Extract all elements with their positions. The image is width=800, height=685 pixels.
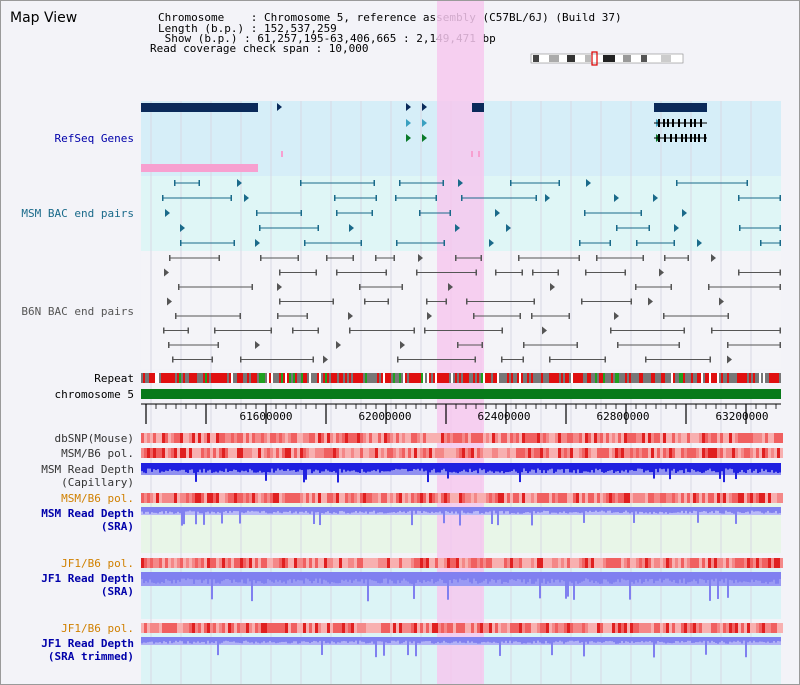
chromosome-bar[interactable] <box>141 389 781 399</box>
track-label-jf1-b6-pol-2[interactable]: JF1/B6 pol. <box>61 622 134 635</box>
axis-tick-label: 61600000 <box>240 410 293 423</box>
track-label-jf1-b6-pol-1[interactable]: JF1/B6 pol. <box>61 557 134 570</box>
axis-tick-label: 62000000 <box>359 410 412 423</box>
track-label-msm-depth-sra-line1: MSM Read Depth <box>41 507 134 520</box>
track-label-msm-depth-capillary-line2: (Capillary) <box>61 476 134 489</box>
axis-tick-label: 62400000 <box>478 410 531 423</box>
track-label-refseq[interactable]: RefSeq Genes <box>54 132 134 145</box>
selected-region-highlight[interactable] <box>437 1 484 684</box>
jf1-read-depth-sra <box>141 572 781 602</box>
track-label-jf1-depth-sra-line1: JF1 Read Depth <box>41 572 134 585</box>
track-label-msm-depth-sra-line2: (SRA) <box>100 520 134 533</box>
track-label-jf1-depth-trimmed-line1: JF1 Read Depth <box>41 637 134 650</box>
track-label-b6n-bac[interactable]: B6N BAC end pairs <box>21 305 134 318</box>
refseq-gene-models <box>141 103 707 172</box>
track-label-msm-depth-sra[interactable]: MSM Read Depth (SRA) <box>41 507 134 533</box>
msm-bac-end-pairs <box>162 179 781 247</box>
position-axis: 61600000 62000000 62400000 62800000 63200000 <box>141 403 781 424</box>
jf1-read-depth-trimmed <box>141 637 781 658</box>
track-label-jf1-depth-sra-line2: (SRA) <box>100 585 134 598</box>
jf1-b6-pol-heat-track-1 <box>141 558 783 568</box>
dbsnp-heat-track <box>141 433 783 443</box>
msm-b6-pol-heat-track-2 <box>141 493 783 503</box>
msm-read-depth-capillary <box>141 463 781 483</box>
track-label-msm-bac[interactable]: MSM BAC end pairs <box>21 207 134 220</box>
axis-tick-label: 62800000 <box>597 410 650 423</box>
track-label-msm-depth-capillary-line1: MSM Read Depth <box>41 463 134 476</box>
track-label-dbsnp[interactable]: dbSNP(Mouse) <box>54 432 134 445</box>
repeat-track <box>141 373 781 383</box>
track-label-chromosome: chromosome 5 <box>54 388 134 401</box>
b6n-bac-end-pairs <box>163 254 781 364</box>
track-label-repeat: Repeat <box>94 372 134 385</box>
track-label-jf1-depth-sra[interactable]: JF1 Read Depth (SRA) <box>41 572 134 598</box>
track-label-jf1-depth-trimmed-line2: (SRA trimmed) <box>47 650 134 663</box>
track-label-msm-b6-pol-1[interactable]: MSM/B6 pol. <box>61 447 134 460</box>
view-title: Map View <box>10 10 78 26</box>
track-label-jf1-depth-trimmed[interactable]: JF1 Read Depth (SRA trimmed) <box>41 637 134 663</box>
jf1-b6-pol-heat-track-2 <box>141 623 783 633</box>
track-label-msm-b6-pol-2[interactable]: MSM/B6 pol. <box>61 492 134 505</box>
info-coverage-span: Read coverage check span : 10,000 <box>150 42 369 55</box>
msm-b6-pol-heat-track-1 <box>141 448 783 458</box>
chromosome-ideogram <box>530 51 684 66</box>
track-label-msm-depth-capillary[interactable]: MSM Read Depth (Capillary) <box>41 463 134 489</box>
axis-tick-label: 63200000 <box>716 410 769 423</box>
msm-read-depth-sra <box>141 507 781 526</box>
info-length: Length (b.p.) : 152,537,259 <box>158 22 337 35</box>
